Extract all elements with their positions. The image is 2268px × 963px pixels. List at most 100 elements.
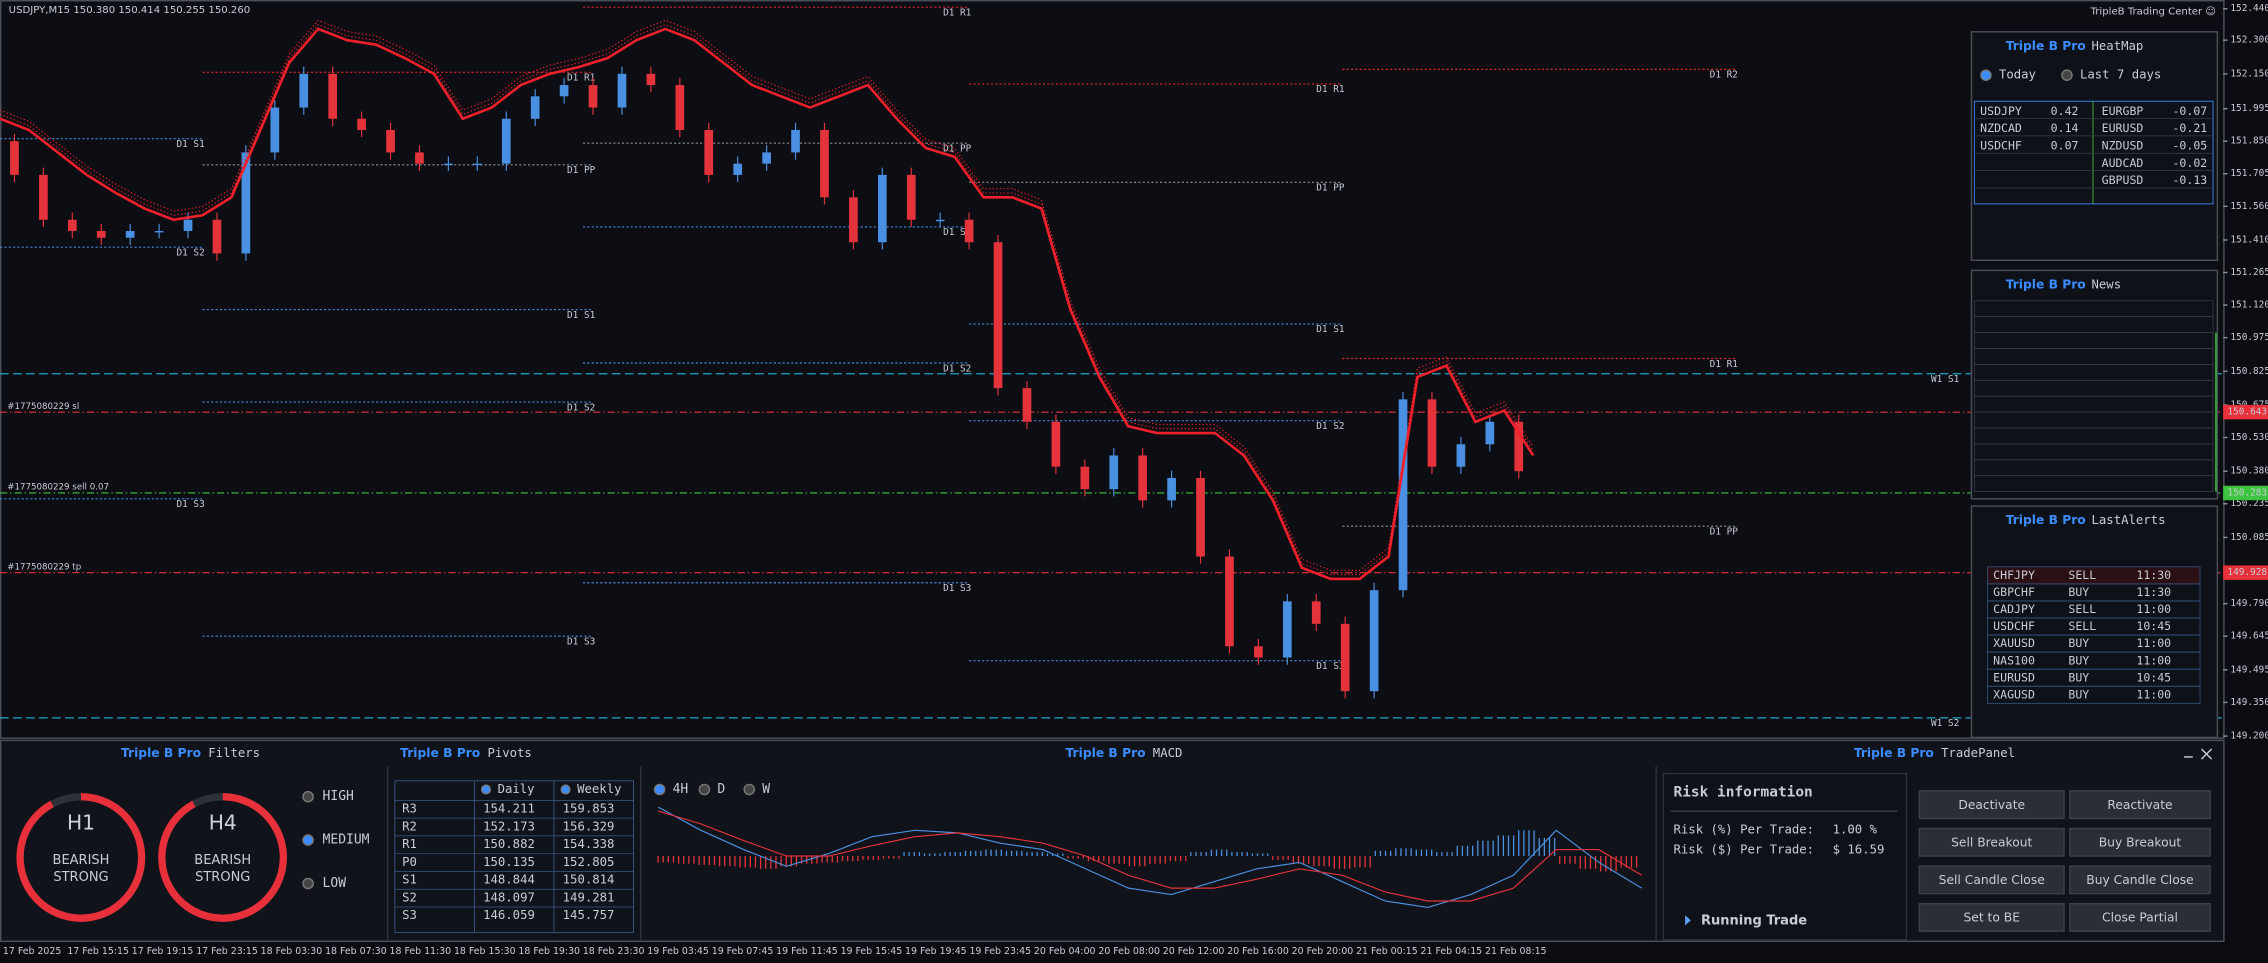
button[interactable] — [2069, 865, 2211, 895]
panel-title: Filters — [208, 746, 260, 760]
radio[interactable] — [560, 784, 571, 795]
heat-value: -0.21 — [2172, 121, 2207, 135]
order-label: #1775080229 sell 0.07 — [7, 483, 109, 493]
heat-value: 0.07 — [2051, 139, 2079, 153]
pivot-name: R2 — [402, 819, 417, 833]
chart-frame — [0, 0, 2225, 739]
time-label: 19 Feb 07:45 — [712, 946, 774, 957]
radio[interactable] — [2061, 69, 2073, 81]
button-label[interactable]: Reactivate — [2107, 798, 2172, 812]
time-label: 20 Feb 04:00 — [1034, 946, 1096, 957]
level-label: D1 PP — [943, 144, 972, 155]
time-label: 18 Feb 19:30 — [518, 946, 580, 957]
button[interactable] — [2069, 827, 2211, 857]
button-label[interactable]: Set to BE — [1963, 911, 2020, 925]
radio[interactable] — [1980, 69, 1992, 81]
close-x[interactable] — [2200, 748, 2213, 760]
alert-cell: XAUUSD — [1993, 636, 2035, 650]
trend-line — [0, 19, 1534, 571]
radio-label: 4H — [673, 782, 689, 797]
button[interactable] — [1918, 865, 2065, 895]
radio[interactable] — [302, 834, 314, 846]
candle — [935, 219, 945, 222]
pivot-name: P0 — [402, 855, 417, 869]
time-label: 19 Feb 15:45 — [841, 946, 903, 957]
button-label[interactable]: Buy Breakout — [2099, 835, 2182, 849]
candle — [1311, 601, 1321, 624]
button-label[interactable]: Sell Candle Close — [1939, 873, 2045, 887]
radio-label: HIGH — [323, 789, 354, 804]
button[interactable] — [1918, 827, 2065, 857]
panel-title: News — [2092, 277, 2122, 291]
heat-pair: USDJPY — [1980, 104, 2022, 118]
alert-cell: NAS100 — [1993, 653, 2035, 667]
price-tag-label: 150.283 — [2228, 487, 2268, 498]
time-label: 17 Feb 19:15 — [132, 946, 194, 957]
candle — [675, 85, 685, 130]
radio[interactable] — [653, 783, 666, 796]
panel — [1970, 31, 2219, 261]
price-tick-label: 150.235 — [2230, 498, 2268, 509]
button[interactable] — [1918, 902, 2065, 932]
time-label: 19 Feb 19:45 — [905, 946, 967, 957]
price-tick-label: 151.995 — [2230, 103, 2268, 114]
candle — [791, 129, 800, 153]
candle — [906, 174, 916, 220]
alert-cell: CHFJPY — [1993, 568, 2035, 582]
panel-title: Pivots — [487, 746, 531, 760]
candle — [820, 129, 829, 198]
radio[interactable] — [302, 790, 314, 803]
radio-label: Last 7 days — [2080, 68, 2161, 82]
alert-cell: 11:30 — [2136, 568, 2171, 582]
pivot-weekly: 145.757 — [563, 908, 615, 922]
alert-cell: 10:45 — [2136, 619, 2171, 633]
button[interactable] — [2069, 790, 2211, 820]
button[interactable] — [2069, 902, 2211, 932]
alert-cell: 11:00 — [2136, 687, 2171, 701]
expand-icon[interactable] — [1685, 915, 1691, 926]
button-label[interactable]: Close Partial — [2102, 911, 2178, 925]
gauge-arc — [16, 793, 146, 922]
running-trade[interactable]: Running Trade — [1701, 914, 1807, 929]
button-label[interactable]: Buy Candle Close — [2086, 873, 2193, 887]
level-label: D1 S2 — [943, 363, 971, 374]
price-tag-label: 149.928 — [2228, 567, 2268, 578]
candle — [472, 163, 482, 166]
candle — [299, 73, 309, 108]
brand: TripleB Trading Center ☺ — [2090, 7, 2216, 18]
radio-label: W — [762, 782, 770, 797]
time-label: 19 Feb 03:45 — [647, 946, 709, 957]
macd-line — [657, 810, 1642, 902]
button-label[interactable]: Deactivate — [1958, 798, 2025, 812]
price-tick-label: 150.975 — [2230, 332, 2268, 343]
candle — [1196, 477, 1205, 557]
level-label: D1 S2 — [1316, 421, 1344, 432]
level-label: D1 R1 — [1710, 359, 1739, 370]
radio[interactable] — [302, 877, 314, 890]
pivot-daily: 148.097 — [483, 890, 535, 904]
candle — [1167, 477, 1176, 501]
radio[interactable] — [480, 784, 492, 795]
candle — [386, 129, 395, 153]
radio[interactable] — [698, 783, 711, 796]
button-label[interactable]: Sell Breakout — [1951, 835, 2032, 849]
price-tag — [2223, 404, 2268, 420]
price-tick-label: 149.350 — [2230, 697, 2268, 708]
trend-line — [0, 24, 1534, 576]
pivot-name: R1 — [402, 837, 417, 851]
candle — [10, 141, 19, 175]
pivot-weekly: 149.281 — [563, 890, 615, 904]
candle — [877, 174, 887, 243]
radio[interactable] — [743, 783, 756, 796]
heat-pair: NZDCAD — [1980, 121, 2022, 135]
heat-value: -0.13 — [2172, 173, 2207, 187]
minimize[interactable] — [2184, 756, 2193, 758]
time-label: 20 Feb 12:00 — [1163, 946, 1225, 957]
order-label: #1775080229 tp — [7, 562, 81, 572]
level-label: D1 S2 — [176, 247, 204, 258]
candle — [67, 219, 77, 231]
risk-label: Risk (%) Per Trade: — [1674, 822, 1815, 836]
radio-label: Today — [1999, 68, 2036, 82]
gauge-arc — [158, 793, 287, 922]
button[interactable] — [1918, 790, 2065, 820]
